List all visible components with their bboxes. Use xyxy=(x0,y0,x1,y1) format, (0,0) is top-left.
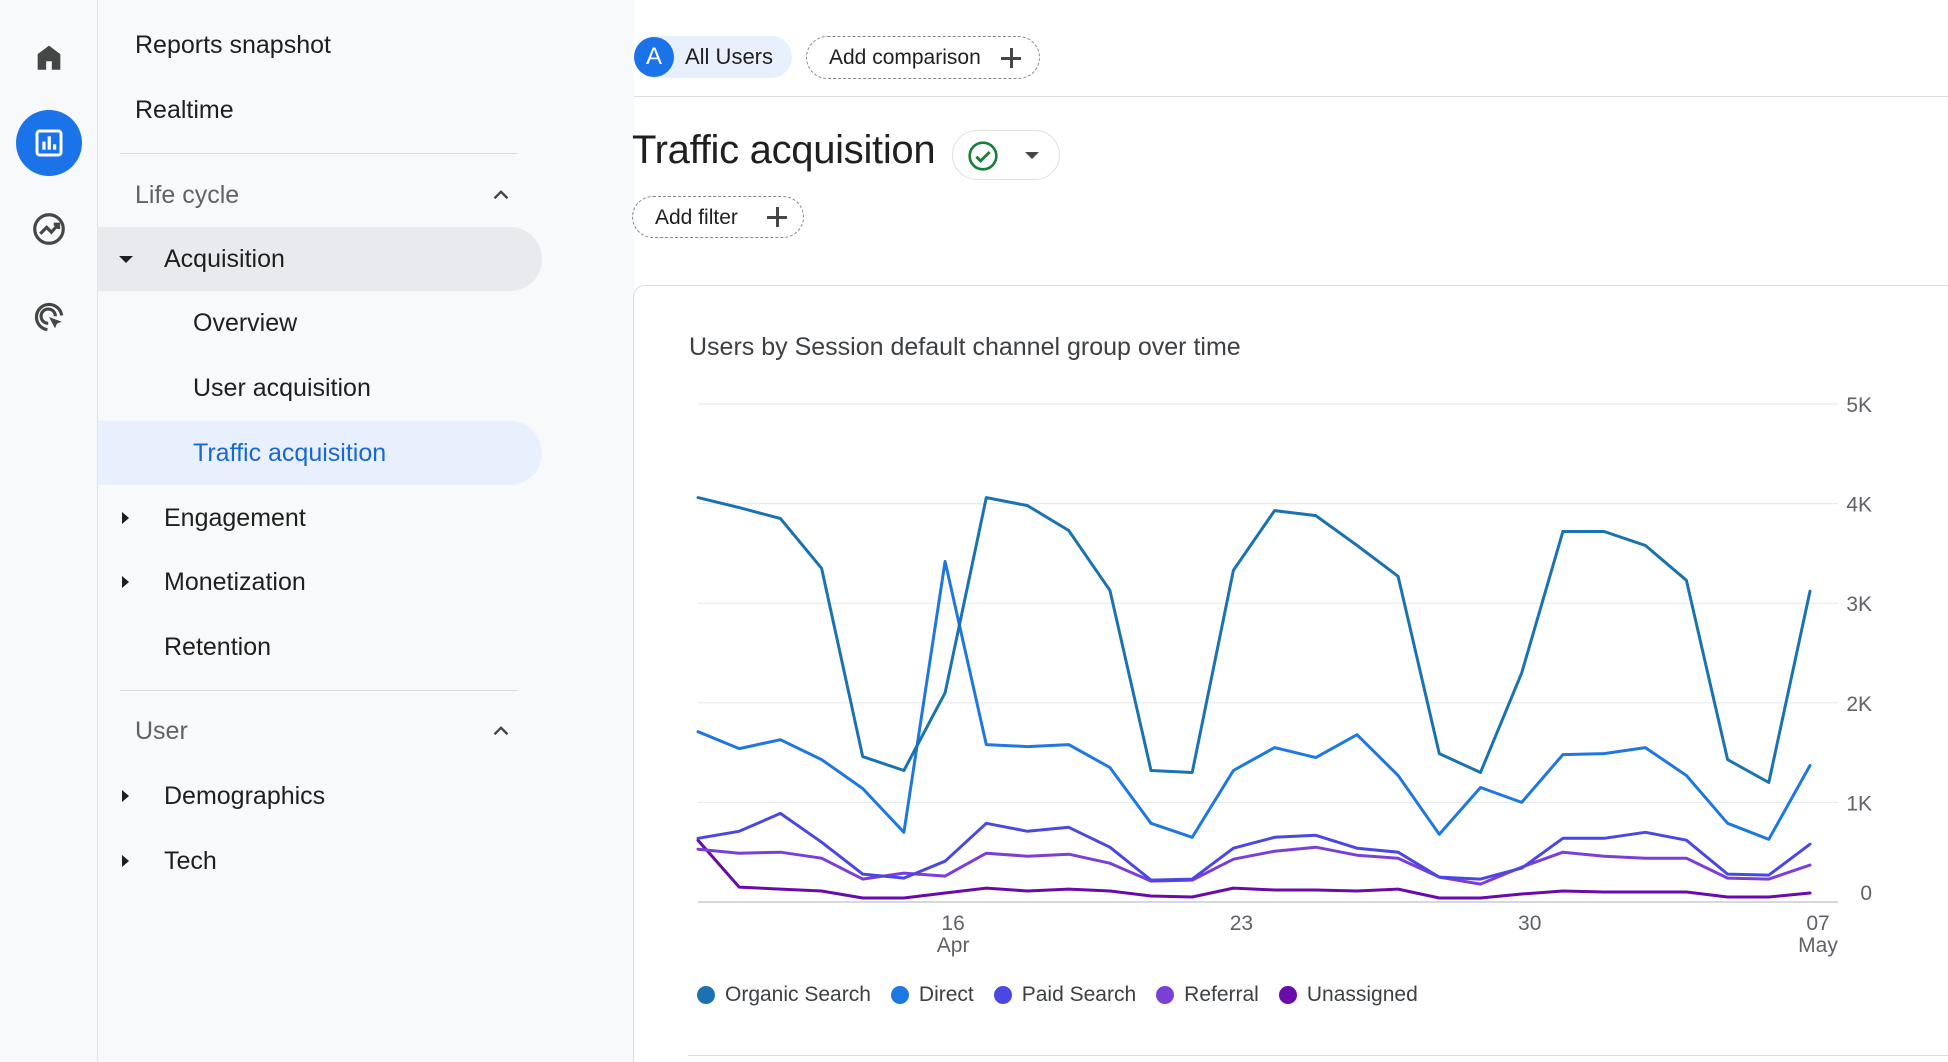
divider xyxy=(120,153,518,154)
section-lifecycle[interactable]: Life cycle xyxy=(98,163,542,227)
nav-tech[interactable]: Tech xyxy=(98,829,542,893)
nav-realtime[interactable]: Realtime xyxy=(98,78,542,142)
home-icon xyxy=(37,45,61,70)
chart-card xyxy=(633,285,1948,1062)
explore-button[interactable] xyxy=(16,196,82,262)
nav-label: Acquisition xyxy=(164,244,285,273)
nav-label: Engagement xyxy=(164,503,306,532)
caret-down-icon xyxy=(119,256,133,263)
caret-right-icon xyxy=(122,512,129,524)
caret-right-icon xyxy=(122,790,129,802)
divider xyxy=(120,690,518,691)
nav-rail xyxy=(0,0,98,1062)
segment-avatar: A xyxy=(634,37,674,77)
segment-chip[interactable]: A All Users xyxy=(634,36,792,78)
check-circle-icon xyxy=(968,141,998,171)
chevron-up-icon xyxy=(493,726,509,736)
nav-overview[interactable]: Overview xyxy=(98,291,542,355)
nav-label: Retention xyxy=(164,632,272,661)
nav-user-acquisition[interactable]: User acquisition xyxy=(98,356,542,420)
add-filter-button[interactable]: Add filter xyxy=(632,196,804,238)
legend-item[interactable]: Paid Search xyxy=(993,983,1137,1007)
chart-title: Users by Session default channel group o… xyxy=(689,333,1241,361)
explore-trend-icon xyxy=(33,213,65,245)
nav-engagement[interactable]: Engagement xyxy=(98,486,542,550)
caret-right-icon xyxy=(122,855,129,867)
home-button[interactable] xyxy=(16,24,82,90)
ads-target-icon xyxy=(34,302,64,332)
chart-legend: Organic Search Direct Paid Search Referral U… xyxy=(697,980,1438,1010)
add-comparison-label: Add comparison xyxy=(829,45,981,69)
nav-acquisition[interactable]: Acquisition xyxy=(98,227,542,291)
legend-item[interactable]: Referral xyxy=(1156,983,1259,1007)
nav-label: User acquisition xyxy=(193,373,371,402)
report-status-dropdown[interactable] xyxy=(952,130,1060,180)
nav-monetization[interactable]: Monetization xyxy=(98,550,542,614)
segment-label: All Users xyxy=(685,44,774,69)
legend-dot xyxy=(890,986,909,1004)
nav-label: Overview xyxy=(193,308,298,337)
legend-label: Unassigned xyxy=(1306,983,1418,1006)
legend-dot xyxy=(993,986,1012,1004)
page-title: Traffic acquisition xyxy=(632,128,936,172)
legend-item[interactable]: Direct xyxy=(890,983,974,1007)
reports-sidebar: Reports snapshot Realtime Life cycle Acq… xyxy=(98,0,634,1062)
section-user[interactable]: User xyxy=(98,699,542,763)
comparison-bar: A All Users Add comparison xyxy=(634,0,1948,97)
divider xyxy=(688,1055,1948,1056)
nav-label: Tech xyxy=(164,846,217,875)
legend-dot xyxy=(1156,986,1175,1004)
section-label: Life cycle xyxy=(135,180,240,209)
nav-demographics[interactable]: Demographics xyxy=(98,764,542,828)
bar-chart-icon xyxy=(35,129,63,157)
caret-right-icon xyxy=(122,576,129,588)
nav-reports-snapshot[interactable]: Reports snapshot xyxy=(98,13,542,77)
nav-label: Traffic acquisition xyxy=(193,438,387,467)
nav-label: Reports snapshot xyxy=(135,30,331,59)
nav-traffic-acquisition[interactable]: Traffic acquisition xyxy=(98,421,542,485)
legend-item[interactable]: Unassigned xyxy=(1278,983,1418,1007)
add-filter-label: Add filter xyxy=(655,206,738,229)
dropdown-arrow-icon xyxy=(1025,152,1039,159)
legend-dot xyxy=(1278,986,1297,1004)
plus-icon xyxy=(767,207,787,227)
nav-label: Realtime xyxy=(135,95,234,124)
reports-button[interactable] xyxy=(16,110,82,176)
advertising-button[interactable] xyxy=(16,284,82,350)
nav-label: Demographics xyxy=(164,781,326,810)
section-label: User xyxy=(135,716,188,745)
plus-icon xyxy=(1001,48,1021,68)
nav-retention[interactable]: Retention xyxy=(98,615,542,679)
legend-label: Referral xyxy=(1184,983,1259,1006)
legend-label: Direct xyxy=(918,983,974,1006)
chevron-up-icon xyxy=(493,190,509,200)
nav-label: Monetization xyxy=(164,567,306,596)
legend-label: Paid Search xyxy=(1021,983,1137,1006)
legend-item[interactable]: Organic Search xyxy=(697,983,871,1007)
add-comparison-button[interactable]: Add comparison xyxy=(806,36,1040,79)
legend-label: Organic Search xyxy=(725,983,871,1006)
legend-dot xyxy=(697,986,715,1004)
